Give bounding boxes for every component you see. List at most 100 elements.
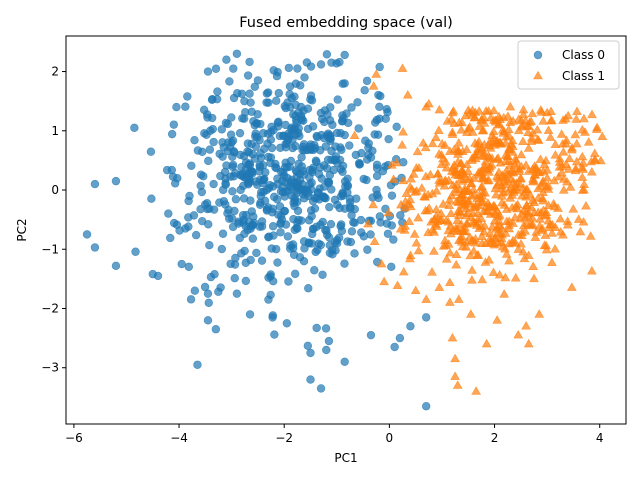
data-point — [307, 211, 316, 221]
chart-title: Fused embedding space (val) — [239, 15, 453, 31]
data-point — [347, 211, 356, 220]
data-point — [232, 49, 242, 58]
data-point — [349, 130, 360, 140]
x-tick-label: −4 — [170, 431, 188, 445]
data-point — [290, 92, 299, 101]
data-point — [239, 215, 248, 225]
data-point — [534, 309, 545, 318]
data-point — [264, 295, 273, 304]
data-point — [204, 156, 213, 166]
data-point — [547, 257, 557, 266]
data-point — [412, 146, 423, 156]
data-point — [566, 282, 577, 291]
data-point — [209, 137, 218, 147]
data-point — [243, 225, 252, 235]
data-point — [538, 187, 548, 197]
data-point — [284, 277, 293, 286]
data-point — [455, 192, 465, 201]
data-point — [274, 117, 283, 127]
data-point — [521, 200, 532, 210]
data-point — [289, 250, 299, 260]
data-point — [339, 113, 348, 123]
data-point — [556, 167, 567, 177]
data-point — [550, 150, 561, 159]
data-point — [268, 182, 278, 191]
data-point — [405, 253, 415, 263]
data-point — [507, 147, 518, 156]
data-point — [90, 179, 100, 189]
data-point — [465, 250, 476, 260]
data-point — [290, 269, 300, 279]
data-point — [577, 172, 588, 181]
data-point — [510, 212, 520, 221]
data-point — [255, 167, 264, 176]
data-point — [212, 94, 222, 104]
data-point — [292, 167, 301, 177]
data-point — [524, 121, 534, 130]
data-point — [283, 232, 293, 241]
data-point — [510, 273, 521, 282]
legend: Class 0 Class 1 — [517, 40, 620, 90]
data-point — [169, 120, 179, 129]
data-point — [543, 125, 554, 134]
y-tick-label: −1 — [41, 242, 59, 256]
data-point — [388, 174, 399, 183]
data-point — [222, 55, 231, 64]
data-point — [528, 128, 538, 137]
data-point — [237, 249, 246, 258]
data-point — [299, 140, 309, 149]
data-point — [308, 229, 317, 239]
data-point — [562, 216, 573, 225]
data-point — [248, 169, 257, 178]
data-point — [229, 93, 239, 103]
data-point — [480, 156, 491, 166]
data-point — [405, 182, 415, 191]
data-point — [533, 193, 544, 202]
data-point — [406, 322, 415, 331]
data-point — [555, 227, 566, 236]
data-point — [501, 204, 512, 213]
data-point — [592, 122, 602, 132]
data-point — [383, 207, 394, 217]
data-point — [409, 229, 420, 238]
data-point — [461, 242, 471, 251]
data-point — [146, 147, 156, 156]
data-point — [371, 118, 380, 127]
data-point — [247, 139, 256, 149]
data-point — [204, 220, 213, 229]
data-point — [190, 135, 199, 145]
data-point — [245, 57, 254, 67]
data-point — [511, 156, 522, 165]
data-point — [235, 128, 245, 138]
data-point — [528, 261, 539, 271]
data-point — [517, 227, 527, 237]
data-point — [456, 166, 467, 175]
data-point — [306, 375, 315, 384]
data-point — [529, 161, 540, 170]
data-point — [268, 222, 278, 231]
data-point — [293, 64, 302, 73]
data-point — [269, 277, 278, 286]
data-point — [404, 216, 415, 226]
data-point — [229, 64, 238, 73]
data-point — [451, 259, 462, 269]
data-point — [521, 218, 532, 227]
data-point — [507, 190, 518, 199]
data-point — [570, 165, 581, 175]
data-point — [277, 215, 287, 224]
data-point — [461, 144, 472, 154]
data-point — [516, 161, 527, 171]
data-point — [275, 131, 285, 141]
data-point — [226, 130, 236, 139]
data-point — [463, 166, 474, 175]
data-point — [325, 202, 334, 212]
data-point — [311, 247, 320, 257]
data-point — [366, 330, 376, 340]
data-point — [216, 283, 225, 292]
data-point — [533, 183, 544, 193]
data-point — [467, 155, 477, 164]
data-point — [479, 118, 490, 127]
data-point — [456, 231, 467, 240]
data-point — [565, 182, 576, 191]
